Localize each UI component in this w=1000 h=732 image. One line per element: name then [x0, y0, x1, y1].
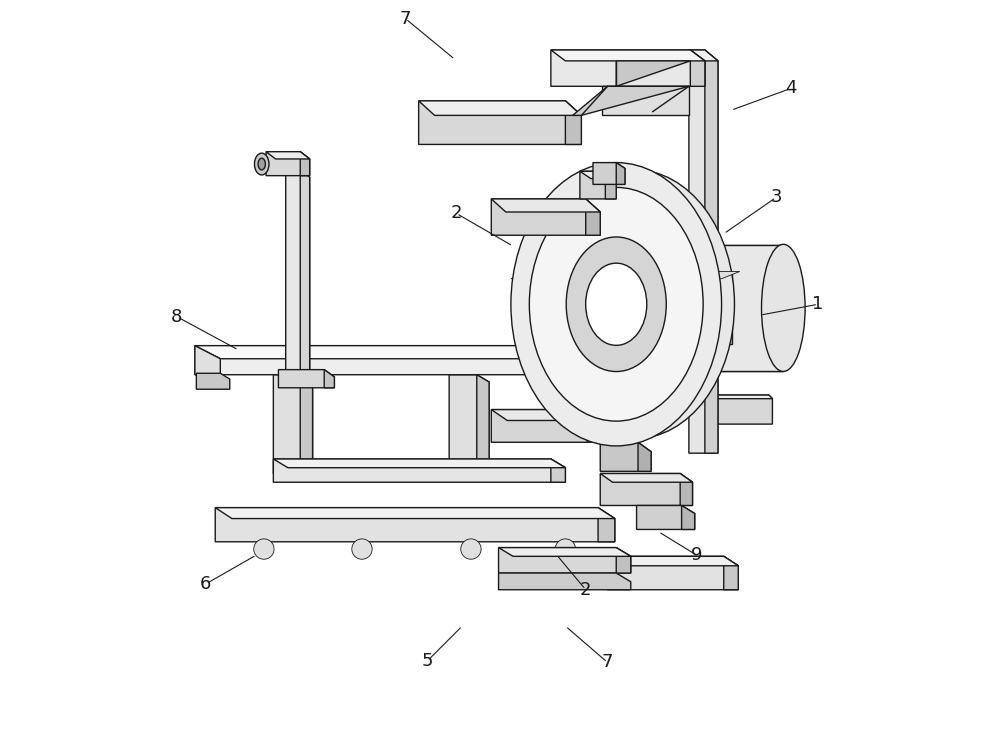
Polygon shape	[273, 459, 565, 482]
Polygon shape	[689, 50, 718, 61]
Text: 7: 7	[400, 10, 411, 28]
Polygon shape	[300, 375, 313, 474]
Polygon shape	[491, 199, 600, 235]
Text: 2: 2	[451, 204, 462, 223]
Text: 9: 9	[690, 546, 702, 564]
Polygon shape	[580, 171, 616, 179]
Polygon shape	[711, 395, 772, 399]
Polygon shape	[608, 556, 738, 590]
Polygon shape	[266, 152, 310, 159]
Text: 1: 1	[812, 295, 824, 313]
Polygon shape	[602, 86, 689, 116]
Text: 7: 7	[602, 654, 613, 671]
Polygon shape	[580, 171, 616, 199]
Polygon shape	[616, 388, 629, 414]
Ellipse shape	[566, 237, 666, 372]
Polygon shape	[616, 61, 690, 86]
Polygon shape	[598, 508, 615, 542]
Polygon shape	[711, 244, 783, 371]
Polygon shape	[511, 272, 740, 279]
Ellipse shape	[511, 163, 722, 446]
Circle shape	[555, 539, 576, 559]
Polygon shape	[266, 152, 310, 176]
Polygon shape	[477, 375, 489, 474]
Polygon shape	[491, 410, 603, 420]
Ellipse shape	[258, 158, 265, 170]
Polygon shape	[689, 50, 718, 453]
Polygon shape	[587, 410, 603, 442]
Ellipse shape	[529, 187, 703, 421]
Polygon shape	[589, 388, 629, 414]
Polygon shape	[600, 442, 651, 471]
Polygon shape	[419, 101, 581, 116]
Polygon shape	[195, 346, 602, 375]
Polygon shape	[215, 508, 615, 518]
Polygon shape	[565, 101, 581, 144]
Polygon shape	[637, 506, 695, 529]
Polygon shape	[600, 474, 693, 482]
Polygon shape	[600, 474, 693, 506]
Polygon shape	[638, 442, 651, 471]
Polygon shape	[573, 86, 689, 116]
Polygon shape	[286, 170, 310, 373]
Polygon shape	[419, 101, 581, 144]
Polygon shape	[682, 506, 695, 529]
Text: 8: 8	[171, 307, 182, 326]
Polygon shape	[449, 375, 489, 474]
Polygon shape	[690, 50, 705, 86]
Polygon shape	[680, 474, 693, 506]
Polygon shape	[499, 548, 631, 573]
Polygon shape	[551, 50, 705, 61]
Polygon shape	[705, 50, 718, 453]
Text: 2: 2	[580, 580, 591, 599]
Polygon shape	[551, 50, 705, 86]
Text: 5: 5	[422, 652, 433, 670]
Polygon shape	[711, 272, 732, 344]
Polygon shape	[300, 152, 310, 176]
Polygon shape	[215, 508, 615, 542]
Polygon shape	[491, 199, 600, 212]
Polygon shape	[278, 370, 334, 388]
Ellipse shape	[762, 244, 805, 371]
Polygon shape	[196, 373, 230, 389]
Polygon shape	[724, 556, 738, 590]
Polygon shape	[273, 375, 313, 474]
Ellipse shape	[586, 264, 647, 346]
Circle shape	[352, 539, 372, 559]
Polygon shape	[273, 459, 565, 468]
Circle shape	[461, 539, 481, 559]
Ellipse shape	[689, 244, 732, 371]
Polygon shape	[195, 346, 220, 375]
Polygon shape	[551, 459, 565, 482]
Polygon shape	[711, 395, 772, 424]
Polygon shape	[324, 370, 334, 388]
Polygon shape	[491, 410, 603, 442]
Polygon shape	[608, 556, 738, 566]
Polygon shape	[586, 199, 600, 235]
Ellipse shape	[254, 153, 269, 175]
Polygon shape	[499, 548, 631, 556]
Circle shape	[254, 539, 274, 559]
Text: 6: 6	[200, 575, 211, 593]
Text: 3: 3	[770, 188, 782, 206]
Polygon shape	[499, 573, 631, 590]
Polygon shape	[605, 171, 616, 199]
Polygon shape	[576, 346, 602, 375]
Polygon shape	[616, 163, 625, 184]
Polygon shape	[195, 346, 602, 359]
Polygon shape	[593, 163, 625, 184]
Polygon shape	[300, 170, 310, 373]
Ellipse shape	[534, 170, 734, 438]
Polygon shape	[616, 548, 631, 573]
Text: 4: 4	[785, 80, 796, 97]
